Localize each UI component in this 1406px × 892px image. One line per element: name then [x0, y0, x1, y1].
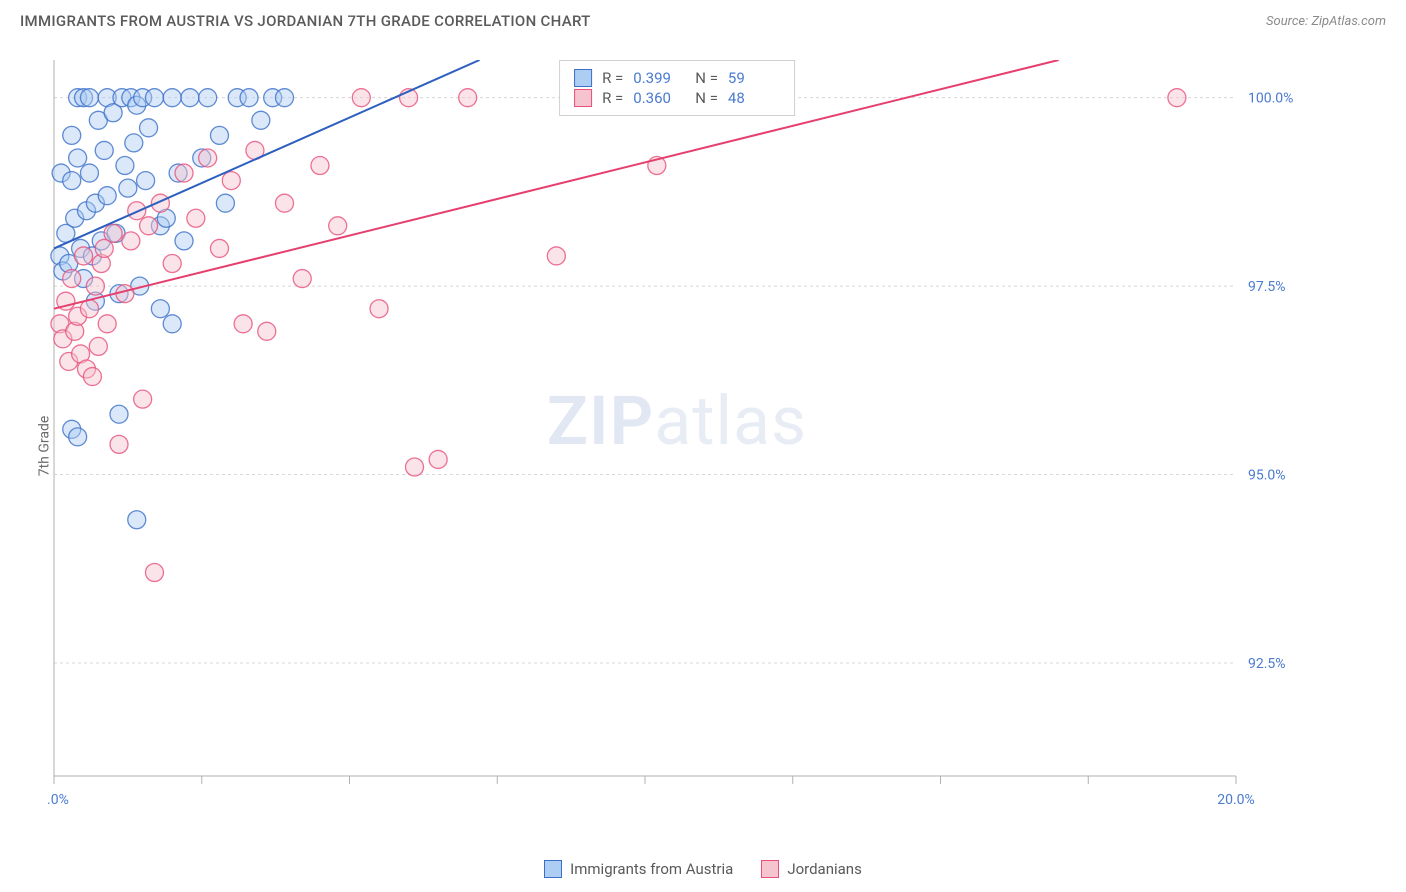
n-value-jordanians: 48 [728, 89, 780, 107]
r-label: R = [602, 89, 623, 107]
r-value-austria: 0.399 [633, 69, 685, 87]
n-label: N = [695, 89, 718, 107]
chart-area: 92.5%95.0%97.5%100.0%0.0%20.0% ZIPatlas … [48, 60, 1306, 812]
chart-title: IMMIGRANTS FROM AUSTRIA VS JORDANIAN 7TH… [20, 12, 591, 30]
r-label: R = [602, 69, 623, 87]
series-legend: Immigrants from Austria Jordanians [0, 860, 1406, 878]
legend-item-austria: Immigrants from Austria [544, 860, 733, 878]
svg-text:100.0%: 100.0% [1248, 91, 1293, 107]
swatch-jordanians-icon [761, 860, 779, 878]
chart-header: IMMIGRANTS FROM AUSTRIA VS JORDANIAN 7TH… [0, 0, 1406, 38]
legend-row-jordanians: R = 0.360 N = 48 [574, 89, 780, 107]
source-credit: Source: ZipAtlas.com [1266, 14, 1386, 29]
swatch-austria [574, 69, 592, 87]
n-value-austria: 59 [728, 69, 780, 87]
swatch-austria-icon [544, 860, 562, 878]
legend-row-austria: R = 0.399 N = 59 [574, 69, 780, 87]
svg-text:92.5%: 92.5% [1248, 656, 1286, 672]
svg-text:95.0%: 95.0% [1248, 468, 1286, 484]
svg-text:0.0%: 0.0% [48, 792, 69, 808]
swatch-jordanians [574, 89, 592, 107]
scatter-plot-svg: 92.5% 95.0% 97.5% 100.0% 0.0% 20.0% [48, 60, 1306, 812]
svg-text:97.5%: 97.5% [1248, 279, 1286, 295]
source-name: ZipAtlas.com [1311, 14, 1386, 29]
svg-text:20.0%: 20.0% [1217, 792, 1255, 808]
correlation-legend: R = 0.399 N = 59 R = 0.360 N = 48 [559, 60, 795, 116]
n-label: N = [695, 69, 718, 87]
legend-label-austria: Immigrants from Austria [570, 860, 733, 878]
source-prefix: Source: [1266, 14, 1311, 29]
legend-label-jordanians: Jordanians [787, 860, 862, 878]
r-value-jordanians: 0.360 [633, 89, 685, 107]
legend-item-jordanians: Jordanians [761, 860, 862, 878]
